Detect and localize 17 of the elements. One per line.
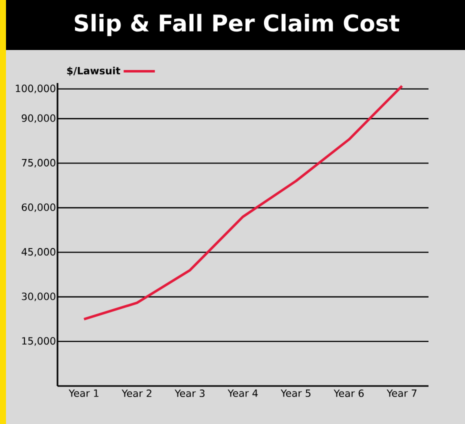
y-tick-label: 75,000 <box>22 158 56 168</box>
x-tick-label: Year 2 <box>122 390 152 398</box>
x-tick-label: Year 3 <box>174 390 205 398</box>
x-tick-label: Year 7 <box>386 390 416 397</box>
y-tick-label: 30,000 <box>22 292 56 302</box>
y-tick-label: 15,000 <box>22 337 56 346</box>
x-tick-label: Year 5 <box>280 390 310 397</box>
y-tick-label: 100,000 <box>16 84 56 94</box>
y-tick-label: 60,000 <box>22 203 56 212</box>
x-tick-label: Year 6 <box>334 390 364 398</box>
x-tick-label: Year 1 <box>68 390 98 397</box>
y-tick-label: 90,000 <box>22 114 56 123</box>
line-series <box>82 84 404 320</box>
chart-title: Slip & Fall Per Claim Cost <box>74 14 400 36</box>
y-tick-label: 45,000 <box>22 248 56 257</box>
legend-label: $/Lawsuit <box>67 66 120 76</box>
x-tick-label: Year 4 <box>228 390 258 397</box>
